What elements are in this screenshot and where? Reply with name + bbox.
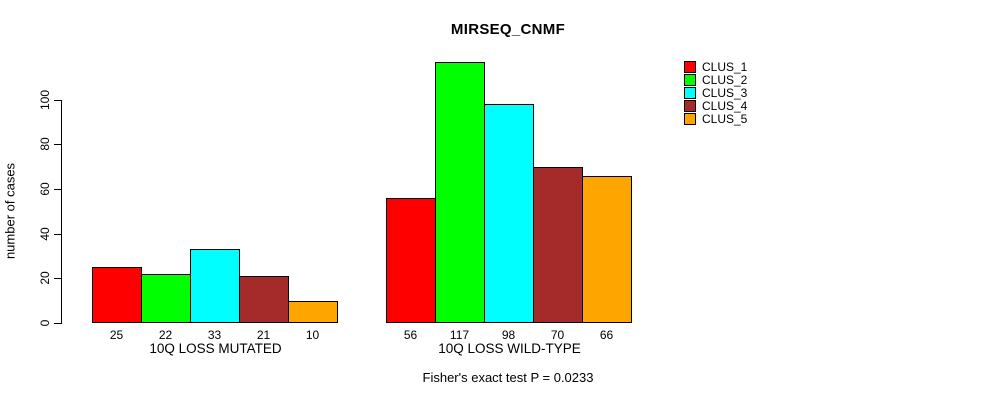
bar-clus_3 [484,104,534,323]
y-axis-tick [54,323,61,324]
bar-clus_2 [141,274,191,323]
bar-clus_5 [582,176,632,323]
legend-item: CLUS_2 [684,72,748,87]
y-axis-tick [54,99,61,101]
bar-value-label: 21 [256,328,271,342]
bar-clus_1 [386,198,436,323]
legend-item: CLUS_5 [684,112,748,127]
legend-swatch [684,60,696,73]
bar-clus_5 [288,301,338,323]
y-tick-label: 100 [38,89,52,110]
bar-value-label: 10 [305,328,320,342]
legend-swatch [684,86,696,99]
legend-label: CLUS_5 [702,112,748,127]
bar-clus_4 [239,276,289,323]
bar-value-label: 33 [207,328,222,342]
bar-clus_1 [92,267,142,323]
y-tick-label: 80 [38,137,52,152]
y-axis-tick [54,233,61,235]
legend-item: CLUS_3 [684,85,748,100]
bar-value-label: 117 [449,328,470,342]
chart-title: MIRSEQ_CNMF [450,21,566,38]
group-label: 10Q LOSS WILD-TYPE [438,341,581,356]
bar-value-label: 25 [109,328,124,342]
y-axis-tick [54,278,61,280]
legend-item: CLUS_1 [684,59,748,74]
legend-swatch [684,100,696,113]
legend-label: CLUS_1 [702,59,748,74]
legend-swatch [684,73,696,86]
y-tick-label: 40 [38,226,52,241]
bar-value-label: 22 [158,328,173,342]
y-axis-line [61,99,62,324]
bar-value-label: 56 [403,328,418,342]
bar-value-label: 66 [599,328,614,342]
y-tick-label: 0 [38,319,52,327]
bar-clus_2 [435,62,485,323]
bar-clus_4 [533,167,583,323]
bar-value-label: 98 [501,328,516,342]
legend-label: CLUS_2 [702,72,748,87]
y-tick-label: 20 [38,271,52,286]
legend-item: CLUS_4 [684,99,748,114]
legend: CLUS_1 CLUS_2 CLUS_3 CLUS_4 CLUS_5 [684,60,747,126]
y-tick-label: 60 [38,182,52,196]
y-axis-tick [54,144,61,146]
legend-label: CLUS_4 [702,99,748,114]
legend-swatch [684,113,696,126]
bar-clus_3 [190,249,240,323]
group-label: 10Q LOSS MUTATED [149,341,282,356]
y-axis-tick [54,189,61,191]
legend-label: CLUS_3 [702,85,748,100]
footnote-pvalue: Fisher's exact test P = 0.0233 [422,370,594,385]
bar-value-label: 70 [550,328,565,342]
